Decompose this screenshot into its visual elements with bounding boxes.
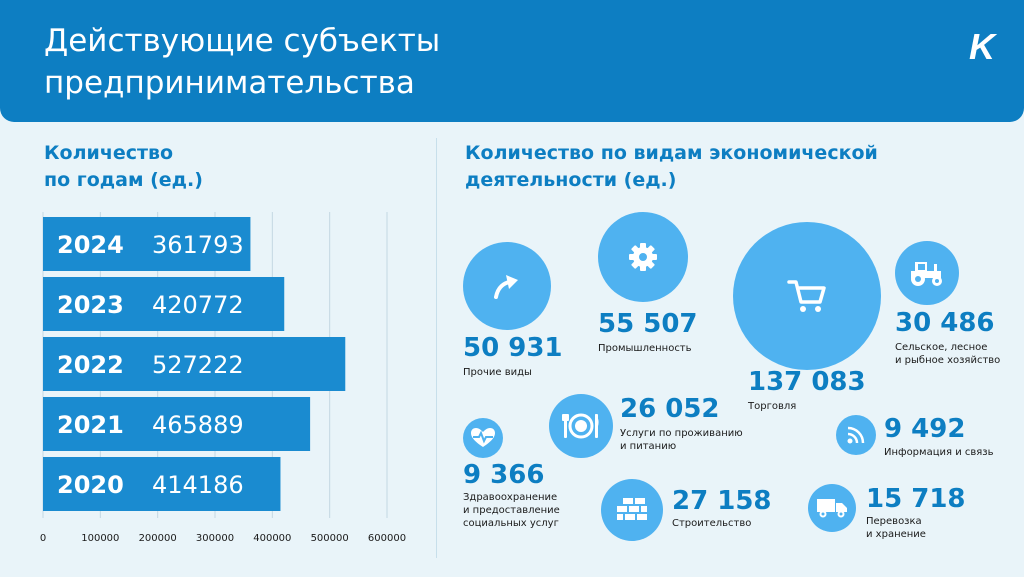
header-banner: Действующие субъекты предпринимательства…	[0, 0, 1024, 122]
bar	[43, 397, 311, 451]
bar-value-label: 361793	[152, 231, 244, 259]
label-construction: Строительство	[672, 518, 752, 529]
bubble-construction	[601, 479, 663, 541]
bar	[43, 277, 285, 331]
label-agriculture: Сельское, лесное и рыбное хозяйство	[895, 342, 1001, 366]
svg-text:K: K	[969, 26, 998, 64]
label-other: Прочие виды	[463, 367, 532, 378]
shopping-cart-icon	[787, 280, 826, 312]
bubble-industry	[598, 212, 688, 302]
bubble-it	[836, 415, 876, 455]
plate-fork-knife-icon	[562, 413, 599, 439]
value-industry: 55 507	[598, 309, 698, 339]
bar	[43, 457, 281, 511]
section-divider	[436, 138, 437, 558]
bar-year-label: 2022	[57, 351, 124, 379]
label-industry: Промышленность	[598, 343, 692, 354]
page-title: Действующие субъекты предпринимательства	[44, 23, 441, 101]
activities-section-title: Количество по видам экономической деятел…	[465, 142, 878, 191]
value-transport: 15 718	[866, 484, 966, 514]
bubble-health	[463, 418, 503, 458]
bar-value-label: 465889	[152, 411, 244, 439]
bubble-transport	[808, 484, 856, 532]
x-tick-label: 500000	[311, 533, 349, 544]
value-hospitality: 26 052	[620, 394, 720, 424]
x-tick-label: 200000	[139, 533, 177, 544]
x-tick-label: 100000	[81, 533, 119, 544]
bubble-trade	[733, 222, 881, 370]
bar	[43, 217, 251, 271]
bar-value-label: 420772	[152, 291, 244, 319]
heart-pulse-icon	[471, 428, 495, 447]
arrow-up-icon	[494, 275, 518, 299]
bar-year-label: 2023	[57, 291, 124, 319]
bar-value-label: 527222	[152, 351, 244, 379]
years-section-title: Количество по годам (ед.)	[44, 142, 203, 191]
value-health: 9 366	[463, 460, 545, 490]
label-health: Здравоохранение и предоставление социаль…	[463, 492, 560, 529]
bar-year-label: 2020	[57, 471, 124, 499]
label-it: Информация и связь	[884, 447, 994, 458]
bar-value-label: 414186	[152, 471, 244, 499]
years-bar-chart: 0 100000 200000 300000 400000 500000 600000 202…	[40, 212, 406, 544]
bar-year-label: 2024	[57, 231, 124, 259]
truck-icon	[817, 499, 847, 518]
value-construction: 27 158	[672, 486, 772, 516]
gear-icon	[629, 243, 657, 271]
value-trade: 137 083	[748, 367, 866, 397]
bubble-hospitality	[549, 394, 613, 458]
bricks-icon	[617, 498, 647, 520]
bubble-other	[463, 242, 551, 330]
value-agriculture: 30 486	[895, 308, 995, 338]
k-logo-icon: K	[969, 26, 998, 64]
bubble-agriculture	[895, 241, 959, 305]
x-tick-label: 400000	[253, 533, 291, 544]
tractor-icon	[911, 262, 942, 286]
x-tick-label: 600000	[368, 533, 406, 544]
label-hospitality: Услуги по проживанию и питанию	[620, 428, 743, 452]
label-transport: Перевозка и хранение	[866, 516, 926, 540]
value-other: 50 931	[463, 333, 563, 363]
wifi-signal-icon	[847, 426, 865, 444]
value-it: 9 492	[884, 414, 966, 444]
bar	[43, 337, 346, 391]
x-tick-label: 300000	[196, 533, 234, 544]
x-tick-label: 0	[40, 533, 46, 544]
bar-year-label: 2021	[57, 411, 124, 439]
label-trade: Торговля	[748, 401, 797, 412]
